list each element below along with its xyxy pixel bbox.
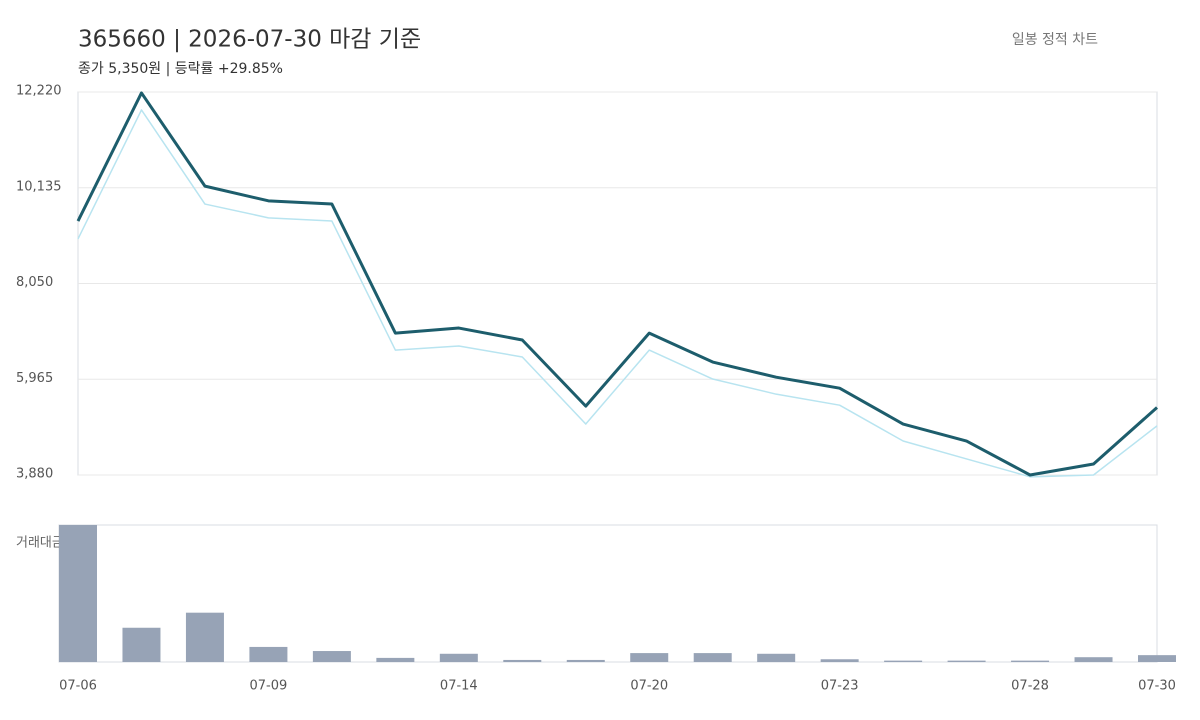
y-tick-label: 8,050 [16, 275, 53, 290]
chart-badge: 일봉 정적 차트 [1012, 32, 1098, 48]
volume-bar [630, 653, 669, 662]
volume-bar [566, 659, 605, 662]
volume-bar [376, 657, 415, 662]
y-tick-label: 12,220 [16, 84, 62, 99]
y-tick-label: 10,135 [16, 179, 62, 194]
volume-bar [820, 659, 859, 662]
volume-bar [693, 653, 732, 662]
price-line [77, 109, 1158, 478]
volume-bar [439, 653, 478, 662]
volume-bar [1074, 657, 1113, 662]
chart-subtitle: 종가 5,350원 | 등락률 +29.85% [78, 61, 283, 77]
x-tick-label: 07-28 [1011, 679, 1049, 694]
x-tick-label: 07-23 [821, 679, 859, 694]
volume-bar [1138, 655, 1176, 662]
y-tick-label: 5,965 [16, 371, 53, 386]
volume-bar [757, 653, 796, 662]
x-tick-label: 07-09 [250, 679, 288, 694]
volume-bar [947, 660, 986, 662]
chart-title: 365660 | 2026-07-30 마감 기준 [78, 27, 421, 53]
volume-label: 거래대금 [16, 536, 64, 551]
volume-bar [122, 627, 161, 662]
volume-bar [503, 659, 542, 662]
volume-bar [59, 525, 97, 662]
x-tick-label: 07-14 [440, 679, 478, 694]
x-tick-label: 07-20 [630, 679, 668, 694]
volume-bar [249, 646, 288, 662]
volume-bar [1011, 660, 1050, 662]
x-tick-label: 07-30 [1138, 679, 1176, 694]
volume-bar [312, 651, 351, 662]
volume-bar [185, 612, 224, 662]
price-line [76, 91, 1158, 477]
y-tick-label: 3,880 [16, 467, 53, 482]
volume-bar [884, 660, 923, 662]
x-tick-label: 07-06 [59, 679, 97, 694]
